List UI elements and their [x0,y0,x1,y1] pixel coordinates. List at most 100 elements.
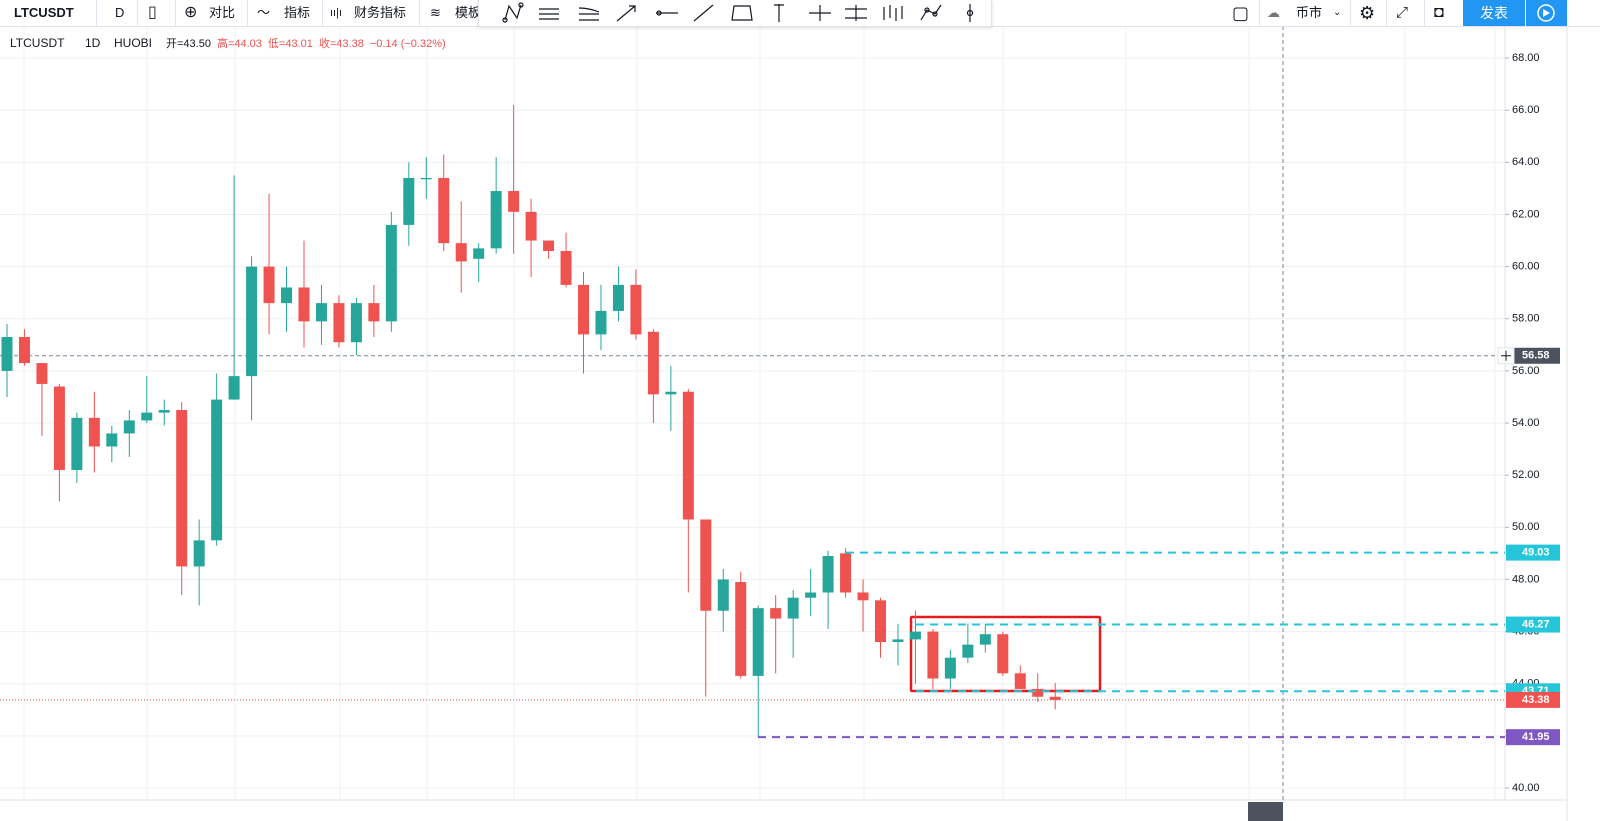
candle-body [612,284,624,311]
y-tick-label: 50.00 [1512,521,1540,533]
separator [419,0,420,26]
price-tag-label: 49.03 [1522,547,1550,559]
legend-field: 高=44.03 [217,36,262,50]
settings-button[interactable]: ⚙ [1359,3,1376,23]
tool-vline[interactable] [774,4,784,22]
tool-arrow[interactable] [616,5,636,22]
candle-body [438,177,450,244]
candle-body [578,284,590,335]
candle-body [962,644,974,658]
tool-bars[interactable] [883,5,903,21]
templates-icon: ≋ [430,5,441,20]
y-tick-label: 58.00 [1512,313,1540,325]
candle-body [1014,673,1026,689]
candle-body [892,639,904,643]
candle-body [840,553,852,593]
market-button[interactable]: 币市 [1296,5,1323,20]
candle-body [508,191,520,212]
candle-body [368,303,380,322]
candle-body [805,592,817,598]
price-tag [1506,691,1560,708]
tool-path[interactable] [920,4,942,21]
y-tick-label: 60.00 [1512,261,1540,273]
tool-trend[interactable] [693,4,714,22]
candle-body [490,191,502,249]
legend-field: 低=43.01 [268,37,313,50]
candle-body [1,337,13,371]
candle-body [927,631,939,679]
separator [1350,0,1351,26]
candle-body [246,266,258,377]
candle-body [979,634,991,645]
price-tag [1506,729,1560,746]
separator [96,0,97,26]
interval-button[interactable]: D [115,5,125,20]
tool-hline[interactable] [656,10,678,16]
legend-exchange: HUOBI [114,36,152,50]
candle-body [944,657,956,679]
separator [137,0,138,26]
publish-button[interactable]: 发表 [1463,0,1525,26]
candle-body [909,631,921,640]
snapshot-button[interactable]: ◘ [1434,4,1444,21]
candle-body [525,211,537,241]
candle-body [36,363,48,384]
financials-button[interactable]: 财务指标 [354,5,407,20]
y-tick-label: 56.00 [1512,365,1540,377]
candle-body [18,337,30,364]
crosshair-plus [1501,350,1511,361]
compare-icon: ⊕ [184,4,198,21]
candle-body [455,243,467,262]
tool-position[interactable] [966,4,974,22]
cloud-icon: ☁ [1267,5,1280,20]
tool-date-range[interactable] [809,5,831,21]
candle-body [106,433,118,447]
dropdown-icon: ⌄ [1333,7,1342,18]
candle-body [403,177,415,225]
candle-body [281,287,293,304]
candle-body [123,420,135,434]
candle-body [752,608,764,676]
compare-button[interactable]: 对比 [209,5,236,20]
candle-body [543,240,555,251]
y-tick-label: 48.00 [1512,573,1540,585]
price-tag-label: 46.27 [1522,618,1550,630]
crosshair-time-tag [1248,802,1283,821]
candle-body [473,248,485,259]
candle-body [997,634,1009,674]
indicators-button[interactable]: 指标 [284,5,311,20]
candle-body [595,310,607,335]
candle-body [88,417,100,447]
candle-body [700,519,712,611]
chart-type-icon[interactable]: ▯ [148,4,157,21]
drawing-toolbar [478,0,992,27]
price-tag [1506,544,1560,561]
y-tick-label: 68.00 [1512,52,1540,64]
drawing-tools [502,2,974,23]
replay-button[interactable] [1526,0,1567,26]
layout-icon[interactable]: ▢ [1232,3,1250,23]
price-tag-label: 41.95 [1522,731,1550,743]
financials-icon: ıı|ı [330,7,343,19]
candle-body [717,579,729,611]
separator [1424,0,1425,26]
y-tick-label: 66.00 [1512,104,1540,116]
legend-symbol: LTCUSDT [10,36,65,50]
tool-rect[interactable] [731,5,753,21]
tool-pattern[interactable] [502,2,524,23]
candle-body [875,600,886,643]
templates-button[interactable]: 模板 [455,5,482,20]
candle-body [822,555,834,593]
fullscreen-button[interactable]: ⤢ [1396,4,1409,21]
tool-fib[interactable] [578,7,600,21]
candle-body [176,410,188,567]
y-tick-label: 54.00 [1512,417,1540,429]
candle-body [228,376,240,400]
symbol-button[interactable]: LTCUSDT [14,5,74,20]
tool-price-range[interactable] [845,5,867,21]
tool-parallel[interactable] [539,8,559,20]
candle-body [787,597,799,619]
price-tag-label: 43.38 [1522,694,1550,706]
